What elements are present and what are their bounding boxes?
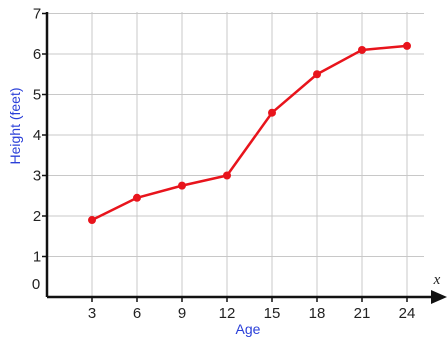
data-point bbox=[358, 45, 366, 54]
y-tick-label: 7 bbox=[33, 6, 41, 23]
x-tick-label: 24 bbox=[399, 305, 416, 322]
x-tick-label: 12 bbox=[219, 305, 236, 322]
y-tick-label: 6 bbox=[33, 46, 41, 63]
data-point bbox=[133, 193, 141, 202]
x-axis-arrowhead bbox=[431, 290, 447, 304]
grid bbox=[47, 12, 424, 297]
x-tick-label: 6 bbox=[133, 305, 141, 322]
axes bbox=[42, 12, 447, 304]
origin-label: 0 bbox=[32, 276, 40, 293]
x-tick-labels: 3 6 9 12 15 18 21 24 bbox=[88, 305, 416, 322]
y-tick-labels: 1 2 3 4 5 6 7 bbox=[33, 6, 41, 266]
y-tick-label: 1 bbox=[33, 249, 41, 266]
y-tick-label: 3 bbox=[33, 168, 41, 185]
series-line bbox=[91, 44, 408, 222]
data-point bbox=[178, 181, 186, 190]
y-axis-title: Height (feet) bbox=[7, 87, 23, 164]
y-tick-label: 4 bbox=[33, 127, 41, 144]
x-axis-title: Age bbox=[236, 321, 261, 337]
x-tick-label: 21 bbox=[354, 305, 371, 322]
y-tick-label: 2 bbox=[33, 208, 41, 225]
x-axis-letter: x bbox=[433, 272, 441, 288]
x-tick-label: 3 bbox=[88, 305, 96, 322]
data-point bbox=[88, 216, 96, 225]
data-point bbox=[223, 171, 231, 180]
x-tick-label: 9 bbox=[178, 305, 186, 322]
x-tick-label: 18 bbox=[309, 305, 326, 322]
data-point bbox=[268, 108, 276, 117]
data-point bbox=[403, 41, 411, 50]
x-tick-label: 15 bbox=[264, 305, 281, 322]
y-tick-label: 5 bbox=[33, 87, 41, 104]
data-series bbox=[88, 41, 411, 225]
data-point bbox=[313, 70, 321, 79]
